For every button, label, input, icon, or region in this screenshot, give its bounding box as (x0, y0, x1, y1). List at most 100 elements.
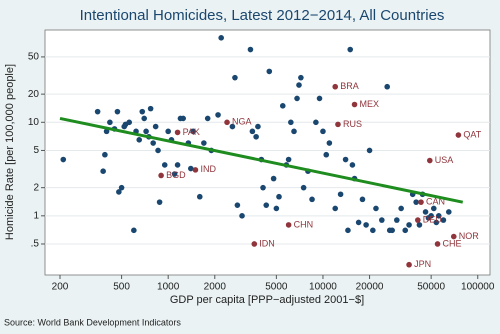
y-tick-label: 5 (33, 145, 39, 156)
point (309, 196, 315, 203)
x-tick-label: 50000 (417, 282, 445, 293)
point (389, 227, 395, 234)
point (266, 68, 273, 75)
point (107, 119, 113, 126)
point (158, 172, 164, 179)
point (103, 128, 110, 135)
point (196, 193, 203, 200)
point (406, 222, 412, 228)
point (60, 156, 67, 163)
point-label: CAN (426, 197, 445, 207)
point (249, 128, 256, 135)
point (285, 222, 292, 228)
point (398, 205, 404, 212)
point (234, 202, 241, 208)
point (335, 121, 341, 128)
point-label: IDN (259, 238, 275, 248)
point (430, 205, 437, 212)
point (263, 202, 270, 208)
point (270, 175, 277, 182)
point (279, 103, 286, 109)
point (156, 199, 163, 205)
point (428, 213, 434, 219)
point (332, 205, 339, 212)
point (141, 115, 148, 122)
point (445, 209, 452, 215)
point (229, 123, 236, 130)
source-note: Source: World Bank Development Indicator… (4, 317, 181, 327)
point (450, 233, 457, 240)
point (413, 199, 419, 205)
point (418, 199, 424, 205)
point (320, 128, 326, 135)
x-tick-label: 500 (113, 282, 130, 293)
point (402, 227, 409, 234)
point (316, 95, 323, 102)
x-tick-label: 200 (52, 282, 69, 293)
point-label: CHE (443, 238, 462, 248)
x-tick-label: 10000 (309, 282, 337, 293)
point (345, 227, 351, 234)
point (426, 157, 433, 164)
point (136, 136, 143, 143)
point (118, 184, 125, 191)
point-label: CHN (294, 219, 314, 229)
point (161, 162, 168, 168)
point (298, 74, 304, 81)
point (359, 196, 366, 203)
point (150, 140, 156, 146)
chart-title: Intentional Homicides, Latest 2012−2014,… (80, 7, 445, 24)
point (239, 213, 245, 219)
point (313, 119, 319, 126)
point (255, 123, 261, 130)
point (253, 133, 259, 140)
point (251, 241, 258, 247)
point (155, 147, 161, 154)
point (347, 46, 354, 53)
point (232, 74, 238, 81)
point (180, 115, 186, 122)
point (349, 162, 356, 168)
point (276, 193, 282, 200)
point (373, 205, 379, 212)
point (114, 108, 121, 115)
point (291, 128, 297, 135)
y-tick-label: 20 (28, 89, 40, 100)
point (300, 184, 307, 191)
point (384, 83, 390, 90)
point (406, 261, 412, 268)
point (190, 128, 196, 135)
point (224, 119, 230, 126)
point (455, 132, 462, 138)
point (323, 151, 330, 158)
point-label: JPN (414, 259, 431, 269)
point (143, 128, 149, 135)
y-tick-label: 10 (28, 117, 40, 128)
point-label: BGD (166, 170, 186, 180)
point (192, 167, 199, 173)
point (171, 171, 178, 177)
point (126, 119, 133, 126)
point (337, 191, 344, 198)
point (94, 108, 101, 115)
point (288, 119, 294, 126)
point (139, 108, 146, 115)
point (355, 219, 362, 226)
y-tick-label: 1 (33, 210, 39, 221)
point (102, 151, 108, 158)
y-tick-label: 2 (33, 182, 39, 193)
point (363, 222, 369, 228)
point (422, 209, 429, 215)
point (218, 35, 224, 41)
x-axis-label: GDP per capita [PPP−adjusted 2001−$] (170, 294, 364, 306)
point (415, 217, 421, 223)
point (131, 227, 137, 234)
point (342, 156, 349, 163)
point (147, 105, 154, 112)
point (165, 128, 171, 135)
point (201, 140, 207, 146)
point (174, 129, 181, 136)
x-tick-label: 20000 (356, 282, 384, 293)
point (215, 112, 221, 118)
